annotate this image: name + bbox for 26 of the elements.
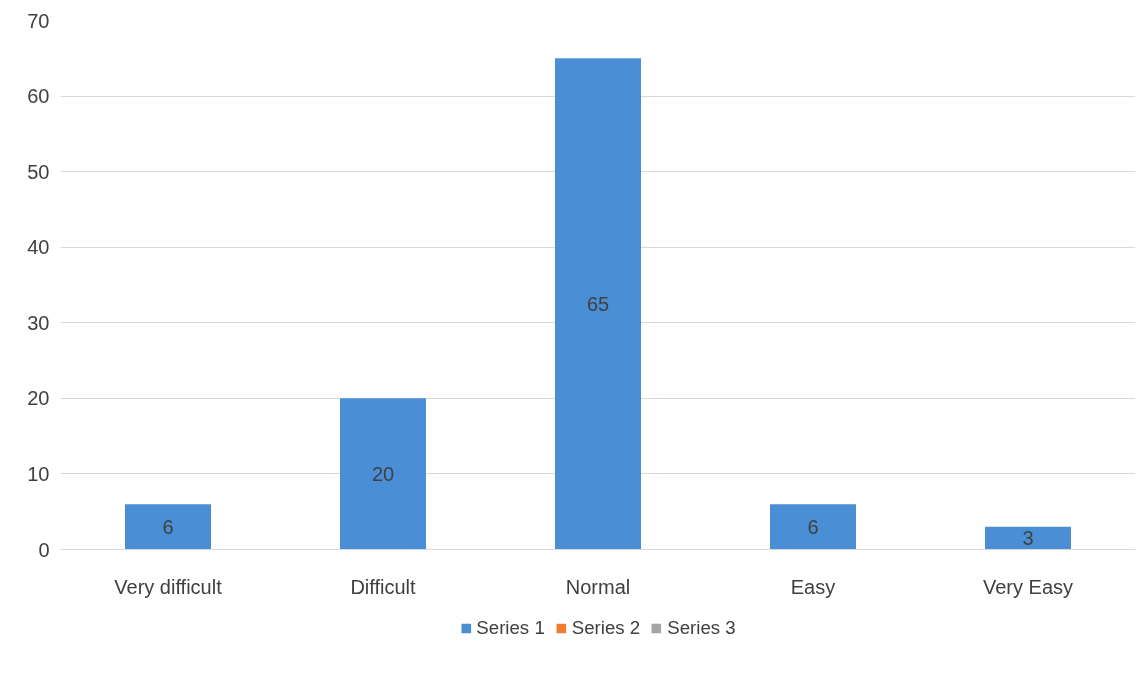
x-tick-label: Very Easy [982,575,1074,598]
y-tick-label: 20 [27,387,50,410]
y-tick-label: 70 [27,9,50,32]
data-label: 3 [1022,527,1034,550]
bar [125,504,211,550]
x-tick-label: Normal [565,575,631,598]
legend-label: Series 1 [476,616,545,639]
y-tick-label: 40 [27,236,50,259]
y-tick-label: 60 [27,85,50,108]
y-tick-label: 50 [27,160,50,183]
bar [340,398,426,550]
y-tick-label: 0 [38,538,50,561]
data-label: 6 [162,515,174,538]
legend-label: Series 3 [667,616,736,639]
data-label: 20 [371,462,395,485]
x-tick-label: Difficult [350,575,417,598]
legend-label: Series 2 [571,616,641,639]
bar [555,58,641,550]
data-label: 6 [807,515,819,538]
data-label: 65 [586,292,610,315]
bar [770,504,856,550]
x-tick-label: Very difficult [114,575,223,598]
bar [985,526,1071,550]
x-tick-label: Easy [790,575,836,598]
y-tick-label: 10 [27,462,50,485]
y-tick-label: 30 [27,311,50,334]
